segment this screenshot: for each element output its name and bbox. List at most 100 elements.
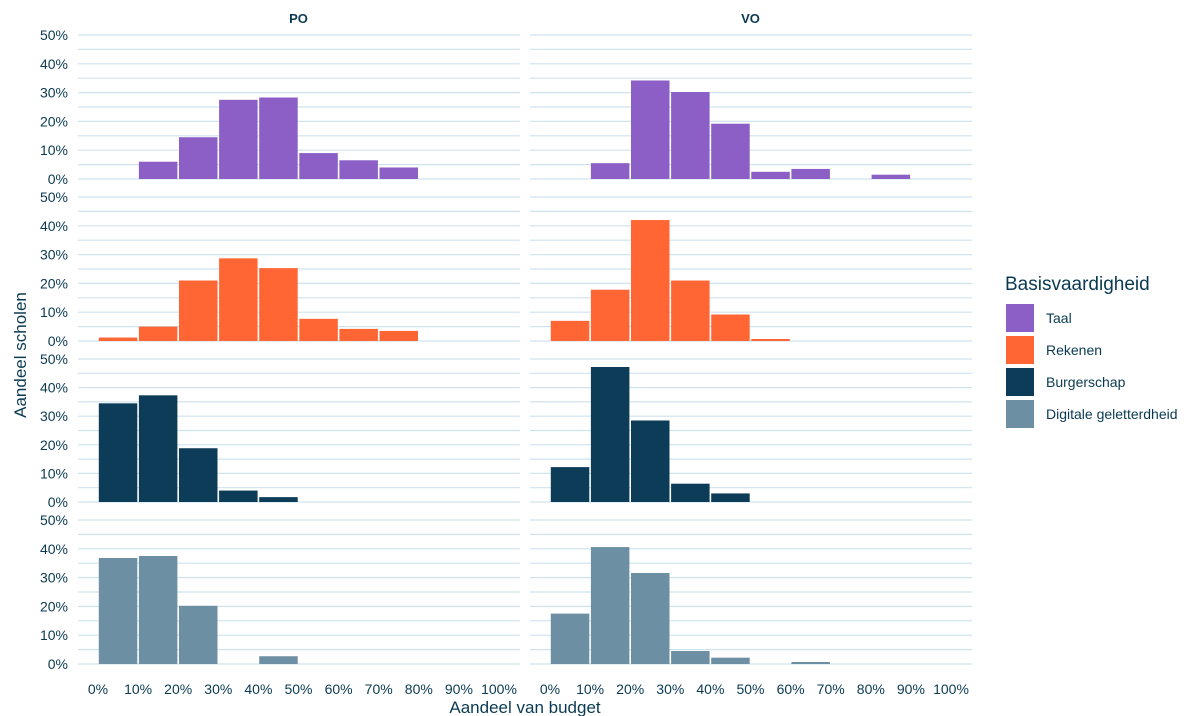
- legend-swatch: [1006, 304, 1034, 332]
- bar-digitale-geletterdheid-po: [138, 556, 178, 664]
- y-tick-label: 50%: [40, 351, 68, 367]
- bar-taal-vo: [631, 80, 670, 179]
- y-tick-label: 50%: [40, 512, 68, 528]
- bar-rekenen-po: [259, 268, 298, 341]
- y-tick-label: 50%: [40, 189, 68, 205]
- bar-burgerschap-po: [98, 403, 138, 502]
- bar-digitale-geletterdheid-vo: [791, 661, 830, 664]
- bar-layer: [98, 80, 911, 664]
- legend-title: Basisvaardigheid: [1005, 274, 1150, 295]
- legend-label: Taal: [1046, 310, 1072, 326]
- x-tick-label: 20%: [164, 681, 192, 697]
- x-tick-label: 20%: [616, 681, 644, 697]
- y-tick-label: 30%: [40, 85, 68, 101]
- bar-taal-vo: [671, 92, 710, 179]
- y-tick-label: 20%: [40, 113, 68, 129]
- x-tick-label: 60%: [777, 681, 805, 697]
- x-tick-label: 90%: [897, 681, 925, 697]
- bar-digitale-geletterdheid-vo: [631, 572, 670, 664]
- y-tick-label: 40%: [40, 56, 68, 72]
- y-tick-label: 10%: [40, 627, 68, 643]
- bar-rekenen-vo: [671, 280, 710, 341]
- y-tick-label: 10%: [40, 142, 68, 158]
- x-tick-label: 10%: [124, 681, 152, 697]
- bar-taal-po: [379, 167, 418, 179]
- x-axis-title: Aandeel van budget: [449, 698, 601, 716]
- bar-taal-vo: [751, 171, 790, 179]
- grid-layer: [78, 34, 972, 665]
- bar-rekenen-po: [138, 326, 178, 341]
- facet-title-vo: VO: [741, 11, 760, 26]
- y-tick-label: 0%: [48, 656, 68, 672]
- bar-digitale-geletterdheid-vo: [590, 547, 630, 664]
- bar-taal-po: [138, 161, 178, 179]
- label-layer: PO VO 0% 10% 20% 30% 40% 50% 0% 10% 20% 30% 40% 50% 0%…: [40, 11, 969, 697]
- x-tick-label: 60%: [325, 681, 353, 697]
- x-tick-label: 50%: [284, 681, 312, 697]
- x-tick-label: 40%: [696, 681, 724, 697]
- bar-taal-po: [339, 160, 378, 179]
- bar-rekenen-vo: [550, 320, 590, 341]
- legend-swatch: [1006, 336, 1034, 364]
- x-tick-label: 30%: [656, 681, 684, 697]
- y-tick-label: 10%: [40, 304, 68, 320]
- bar-rekenen-po: [339, 328, 378, 341]
- legend-label: Burgerschap: [1046, 374, 1126, 390]
- legend-label: Rekenen: [1046, 342, 1102, 358]
- bar-digitale-geletterdheid-vo: [711, 657, 750, 664]
- bar-burgerschap-vo: [631, 420, 670, 502]
- bar-taal-vo: [590, 163, 630, 179]
- bar-digitale-geletterdheid-vo: [671, 651, 710, 664]
- bar-burgerschap-po: [219, 490, 258, 502]
- bar-rekenen-po: [98, 337, 138, 341]
- bar-digitale-geletterdheid-vo: [550, 613, 590, 664]
- x-tick-label: 70%: [365, 681, 393, 697]
- bar-rekenen-vo: [711, 314, 750, 341]
- y-tick-label: 20%: [40, 437, 68, 453]
- bar-rekenen-po: [379, 330, 418, 341]
- x-tick-label: 30%: [204, 681, 232, 697]
- y-tick-label: 50%: [40, 27, 68, 43]
- bar-digitale-geletterdheid-po: [259, 656, 298, 664]
- bar-rekenen-po: [299, 318, 338, 341]
- x-tick-label: 80%: [857, 681, 885, 697]
- x-tick-label: 100%: [933, 681, 969, 697]
- legend-swatch: [1006, 368, 1034, 396]
- y-tick-label: 20%: [40, 598, 68, 614]
- bar-taal-vo: [711, 123, 750, 179]
- bar-rekenen-vo: [590, 289, 630, 341]
- x-tick-label: 50%: [736, 681, 764, 697]
- y-axis-title: Aandeel scholen: [11, 292, 30, 418]
- y-tick-label: 20%: [40, 275, 68, 291]
- y-tick-label: 0%: [48, 333, 68, 349]
- x-tick-label: 0%: [88, 681, 108, 697]
- bar-burgerschap-vo: [711, 493, 750, 502]
- bar-taal-vo: [791, 168, 830, 179]
- facet-title-po: PO: [289, 11, 308, 26]
- bar-digitale-geletterdheid-po: [179, 605, 218, 664]
- y-tick-label: 10%: [40, 465, 68, 481]
- bar-rekenen-po: [219, 258, 258, 341]
- bar-burgerschap-po: [259, 497, 298, 502]
- x-tick-label: 70%: [817, 681, 845, 697]
- y-tick-label: 0%: [48, 494, 68, 510]
- bar-burgerschap-po: [138, 395, 178, 502]
- bar-digitale-geletterdheid-po: [98, 558, 138, 664]
- bar-taal-po: [179, 137, 218, 179]
- bar-burgerschap-po: [179, 448, 218, 502]
- x-tick-label: 80%: [405, 681, 433, 697]
- bar-taal-po: [219, 99, 258, 179]
- y-tick-label: 40%: [40, 218, 68, 234]
- y-tick-label: 30%: [40, 408, 68, 424]
- legend: Basisvaardigheid Taal Rekenen Burgerschap D…: [1005, 274, 1178, 428]
- bar-rekenen-vo: [631, 220, 670, 341]
- y-tick-label: 30%: [40, 247, 68, 263]
- legend-swatch: [1006, 400, 1034, 428]
- y-tick-label: 40%: [40, 541, 68, 557]
- bar-rekenen-vo: [751, 338, 790, 341]
- y-tick-label: 0%: [48, 171, 68, 187]
- x-tick-label: 0%: [540, 681, 560, 697]
- legend-items: Taal Rekenen Burgerschap Digitale geletterd…: [1006, 304, 1178, 428]
- bar-rekenen-po: [179, 280, 218, 341]
- bar-burgerschap-vo: [671, 483, 710, 502]
